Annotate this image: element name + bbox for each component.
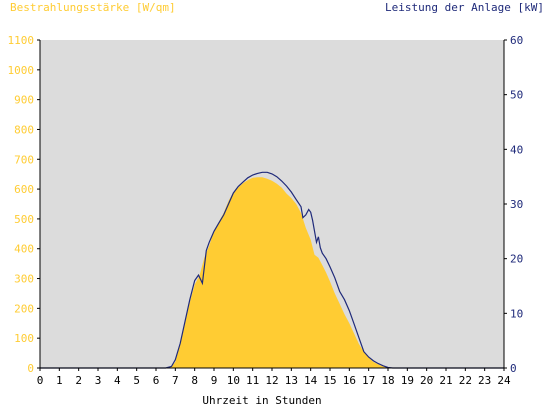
x-tick-label: 14 bbox=[304, 374, 318, 387]
x-tick-label: 17 bbox=[362, 374, 375, 387]
right-tick-label: 20 bbox=[510, 253, 523, 266]
x-tick-label: 20 bbox=[420, 374, 433, 387]
series-0-irradiance-area bbox=[40, 177, 504, 368]
x-axis-label: Uhrzeit in Stunden bbox=[202, 394, 321, 407]
x-tick-label: 4 bbox=[114, 374, 121, 387]
series-1-power-line bbox=[40, 171, 504, 369]
left-tick-label: 500 bbox=[14, 213, 34, 226]
right-tick-label: 50 bbox=[510, 89, 523, 102]
left-tick-label: 400 bbox=[14, 243, 34, 256]
left-tick-label: 0 bbox=[27, 362, 34, 375]
x-tick-label: 3 bbox=[95, 374, 102, 387]
x-tick-label: 15 bbox=[323, 374, 336, 387]
x-tick-label: 1 bbox=[56, 374, 63, 387]
left-tick-label: 100 bbox=[14, 332, 34, 345]
right-tick-label: 30 bbox=[510, 198, 523, 211]
x-tick-label: 19 bbox=[401, 374, 414, 387]
left-tick-label: 600 bbox=[14, 183, 34, 196]
right-axis-title: Leistung der Anlage [kW] bbox=[385, 1, 544, 14]
x-tick-label: 10 bbox=[227, 374, 240, 387]
x-tick-label: 23 bbox=[478, 374, 491, 387]
x-tick-label: 13 bbox=[285, 374, 298, 387]
x-tick-label: 18 bbox=[381, 374, 394, 387]
right-tick-label: 0 bbox=[510, 362, 517, 375]
x-tick-label: 5 bbox=[133, 374, 140, 387]
left-tick-label: 200 bbox=[14, 302, 34, 315]
right-tick-label: 60 bbox=[510, 34, 523, 47]
left-tick-label: 800 bbox=[14, 123, 34, 136]
right-tick-label: 10 bbox=[510, 307, 523, 320]
x-tick-label: 12 bbox=[265, 374, 278, 387]
x-tick-label: 6 bbox=[153, 374, 160, 387]
x-tick-label: 2 bbox=[75, 374, 82, 387]
x-tick-label: 24 bbox=[497, 374, 511, 387]
x-tick-label: 16 bbox=[343, 374, 356, 387]
left-tick-label: 900 bbox=[14, 94, 34, 107]
x-tick-label: 21 bbox=[439, 374, 452, 387]
x-tick-label: 11 bbox=[246, 374, 259, 387]
left-tick-label: 1000 bbox=[8, 64, 35, 77]
series-layer bbox=[40, 171, 504, 369]
x-tick-label: 9 bbox=[211, 374, 218, 387]
left-tick-label: 1100 bbox=[8, 34, 35, 47]
right-tick-label: 40 bbox=[510, 143, 523, 156]
left-tick-label: 300 bbox=[14, 273, 34, 286]
x-tick-label: 0 bbox=[37, 374, 44, 387]
x-tick-label: 22 bbox=[459, 374, 472, 387]
x-tick-label: 8 bbox=[191, 374, 198, 387]
left-axis-title: Bestrahlungsstärke [W/qm] bbox=[10, 1, 176, 14]
x-tick-label: 7 bbox=[172, 374, 179, 387]
left-tick-label: 700 bbox=[14, 153, 34, 166]
axis-layer: 0100200300400500600700800900100011000102… bbox=[8, 34, 524, 387]
